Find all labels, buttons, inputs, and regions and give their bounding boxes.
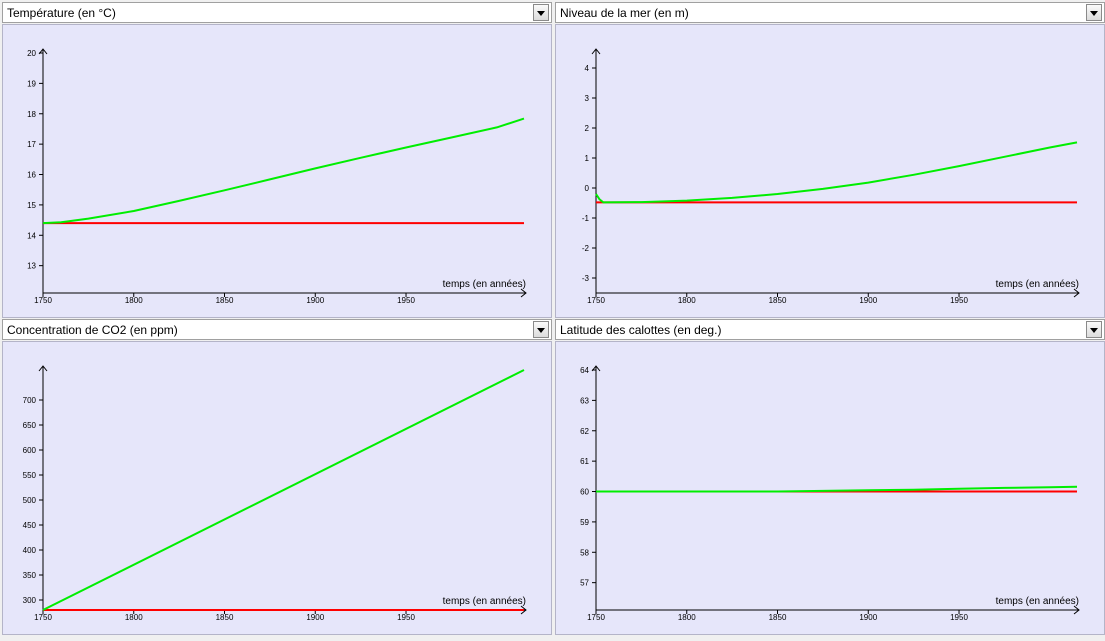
x-tick-label: 1850 xyxy=(216,613,234,622)
chart-selector-value: Niveau de la mer (en m) xyxy=(560,6,689,20)
chart-selector-value: Concentration de CO2 (en ppm) xyxy=(7,323,178,337)
y-tick-label: 17 xyxy=(27,140,36,149)
y-tick-label: 500 xyxy=(23,496,37,505)
chart-selector-value: Température (en °C) xyxy=(7,6,116,20)
chevron-down-icon xyxy=(537,328,545,333)
y-tick-label: 13 xyxy=(27,262,36,271)
chevron-down-icon xyxy=(1090,328,1098,333)
x-axis-label: temps (en années) xyxy=(996,596,1079,607)
x-tick-label: 1950 xyxy=(397,296,415,305)
y-tick-label: 1 xyxy=(585,154,590,163)
ice-cap-latitude-chart: 1750 1800 1850 1900 1950 57 58 59 60 61 62 63 64 temp… xyxy=(580,365,1080,622)
y-tick-label: 550 xyxy=(23,471,37,480)
plot-area: 1750 1800 1850 1900 1950 57 58 59 60 61 62 63 64 temp… xyxy=(555,341,1105,635)
x-tick-label: 1900 xyxy=(306,613,324,622)
y-tick-label: 650 xyxy=(23,421,37,430)
y-tick-label: 300 xyxy=(23,596,37,605)
simulation-series-line xyxy=(42,117,525,225)
chart-selector[interactable]: Latitude des calottes (en deg.) xyxy=(555,319,1105,340)
dropdown-button[interactable] xyxy=(1086,4,1102,21)
y-tick-label: 400 xyxy=(23,546,37,555)
temperature-chart: 1750 1800 1850 1900 1950 13 14 15 16 17 18 19 20 temp… xyxy=(27,48,527,305)
y-tick-label: 450 xyxy=(23,521,37,530)
plot-area: 1750 1800 1850 1900 1950 -3 -2 -1 0 1 2 3 4 temps (en… xyxy=(555,24,1105,318)
x-tick-label: 1800 xyxy=(125,296,143,305)
y-tick-label: 20 xyxy=(27,49,36,58)
x-tick-label: 1900 xyxy=(859,613,877,622)
y-tick-label: 700 xyxy=(23,396,37,405)
chart-panel-sea-level: Niveau de la mer (en m) 1750 1800 1850 1900… xyxy=(555,2,1105,318)
y-tick-label: 15 xyxy=(27,201,36,210)
x-tick-label: 1900 xyxy=(859,296,877,305)
dropdown-button[interactable] xyxy=(1086,321,1102,338)
co2-chart: 1750 1800 1850 1900 1950 300 350 400 450 500 550 60… xyxy=(23,365,527,622)
y-tick-label: 16 xyxy=(27,171,36,180)
chart-selector[interactable]: Niveau de la mer (en m) xyxy=(555,2,1105,23)
y-tick-label: 57 xyxy=(580,579,589,588)
plot-area: 1750 1800 1850 1900 1950 13 14 15 16 17 18 19 20 temp… xyxy=(2,24,552,318)
y-tick-label: 63 xyxy=(580,396,589,405)
x-tick-label: 1750 xyxy=(587,296,605,305)
y-tick-label: 62 xyxy=(580,427,589,436)
x-axis-label: temps (en années) xyxy=(443,279,526,290)
chart-selector-value: Latitude des calottes (en deg.) xyxy=(560,323,722,337)
x-tick-label: 1950 xyxy=(950,613,968,622)
x-axis-arrow-icon xyxy=(1073,605,1080,615)
simulation-series-line xyxy=(42,369,525,611)
plot-area: 1750 1800 1850 1900 1950 300 350 400 450 500 550 60… xyxy=(2,341,552,635)
y-tick-label: 2 xyxy=(585,124,590,133)
chevron-down-icon xyxy=(1090,11,1098,16)
y-tick-label: 61 xyxy=(580,457,589,466)
x-tick-label: 1800 xyxy=(678,296,696,305)
y-tick-label: 3 xyxy=(585,94,590,103)
y-axis-arrow-icon xyxy=(38,365,48,372)
dropdown-button[interactable] xyxy=(533,321,549,338)
x-axis-arrow-icon xyxy=(1073,288,1080,298)
x-tick-label: 1800 xyxy=(678,613,696,622)
y-tick-label: 4 xyxy=(585,64,590,73)
y-tick-label: 18 xyxy=(27,110,36,119)
y-axis-arrow-icon xyxy=(38,48,48,55)
x-tick-label: 1750 xyxy=(34,613,52,622)
y-tick-label: 350 xyxy=(23,571,37,580)
chevron-down-icon xyxy=(537,11,545,16)
x-tick-label: 1850 xyxy=(769,613,787,622)
x-axis-arrow-icon xyxy=(520,288,527,298)
y-axis-arrow-icon xyxy=(591,48,601,55)
chart-selector[interactable]: Température (en °C) xyxy=(2,2,552,23)
y-tick-label: 64 xyxy=(580,366,589,375)
chart-panel-co2: Concentration de CO2 (en ppm) 1750 1800 18… xyxy=(2,319,552,635)
x-tick-label: 1750 xyxy=(587,613,605,622)
y-tick-label: -1 xyxy=(582,214,590,223)
y-tick-label: 58 xyxy=(580,548,589,557)
x-axis-label: temps (en années) xyxy=(996,279,1079,290)
x-tick-label: 1750 xyxy=(34,296,52,305)
y-tick-label: 59 xyxy=(580,518,589,527)
x-tick-label: 1800 xyxy=(125,613,143,622)
y-tick-label: 60 xyxy=(580,488,589,497)
x-tick-label: 1850 xyxy=(769,296,787,305)
y-tick-label: 0 xyxy=(585,184,590,193)
y-axis-arrow-icon xyxy=(591,365,601,372)
simulation-series-line xyxy=(595,141,1078,204)
x-tick-label: 1850 xyxy=(216,296,234,305)
y-tick-label: -2 xyxy=(582,244,590,253)
y-tick-label: -3 xyxy=(582,274,590,283)
x-axis-arrow-icon xyxy=(520,605,527,615)
x-axis-label: temps (en années) xyxy=(443,596,526,607)
simulation-series-line xyxy=(596,485,1078,493)
y-tick-label: 600 xyxy=(23,446,37,455)
y-tick-label: 14 xyxy=(27,231,36,240)
chart-panel-ice-cap-latitude: Latitude des calottes (en deg.) 1750 1800… xyxy=(555,319,1105,635)
y-tick-label: 19 xyxy=(27,79,36,88)
x-tick-label: 1950 xyxy=(397,613,415,622)
sea-level-chart: 1750 1800 1850 1900 1950 -3 -2 -1 0 1 2 3 4 temps (en… xyxy=(582,48,1080,305)
x-tick-label: 1900 xyxy=(306,296,324,305)
dropdown-button[interactable] xyxy=(533,4,549,21)
x-tick-label: 1950 xyxy=(950,296,968,305)
chart-selector[interactable]: Concentration de CO2 (en ppm) xyxy=(2,319,552,340)
chart-panel-temperature: Température (en °C) 1750 1800 1850 1900 1950… xyxy=(2,2,552,318)
